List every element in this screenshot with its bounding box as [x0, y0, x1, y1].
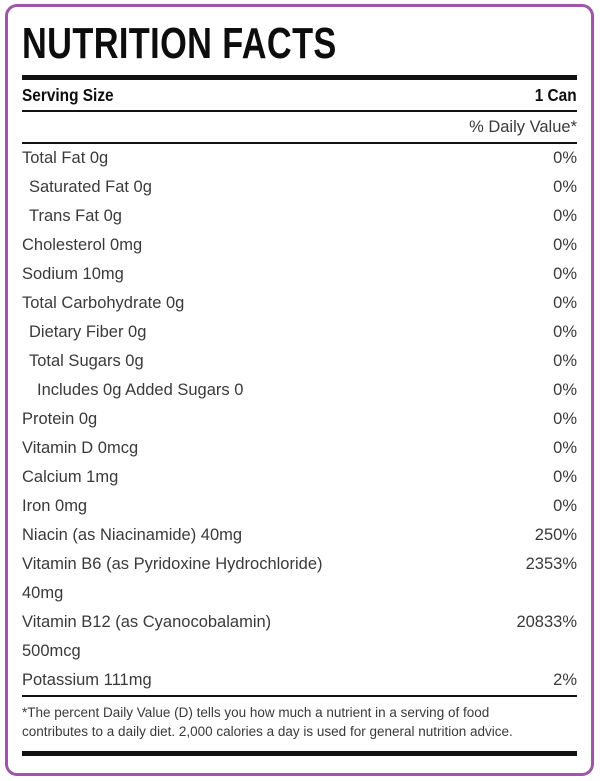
nutrient-label: Dietary Fiber 0g [29, 323, 147, 341]
nutrient-row: Vitamin B6 (as Pyridoxine Hydrochloride)… [22, 550, 577, 608]
nutrient-row: Cholesterol 0mg 0% [22, 231, 577, 260]
nutrient-value: 0% [553, 236, 577, 254]
nutrient-row: Total Carbohydrate 0g 0% [22, 289, 577, 318]
panel-title-text: NUTRITION FACTS [22, 19, 337, 68]
divider-thick-bottom [22, 751, 577, 756]
nutrient-label: Calcium 1mg [22, 468, 119, 486]
nutrient-row: Vitamin D 0mcg 0% [22, 434, 577, 463]
nutrient-label: Trans Fat 0g [29, 207, 122, 225]
nutrient-value: 2353% [525, 555, 577, 573]
nutrient-label: Vitamin D 0mcg [22, 439, 139, 457]
nutrient-label: Total Sugars 0g [29, 352, 144, 370]
divider-above-footnote [22, 695, 577, 697]
nutrient-label: Total Carbohydrate 0g [22, 294, 185, 312]
divider-under-serving [22, 110, 577, 112]
nutrient-value: 2% [553, 671, 577, 689]
nutrient-label: Sodium 10mg [22, 265, 124, 283]
nutrient-value: 0% [553, 439, 577, 457]
daily-value-header-row: % Daily Value* [22, 112, 577, 142]
nutrient-row: Potassium 111mg 2% [22, 666, 577, 695]
nutrient-value: 0% [553, 410, 577, 428]
panel-title: NUTRITION FACTS [22, 19, 577, 68]
nutrient-value: 0% [553, 323, 577, 341]
nutrient-row: Iron 0mg 0% [22, 492, 577, 521]
nutrient-label: Vitamin B6 (as Pyridoxine Hydrochloride)… [22, 555, 323, 602]
nutrient-value: 0% [553, 352, 577, 370]
nutrient-label: Includes 0g Added Sugars 0 [37, 381, 244, 399]
nutrient-value: 250% [534, 526, 577, 544]
nutrient-value: 0% [553, 149, 577, 167]
nutrient-label: Niacin (as Niacinamide) 40mg [22, 526, 243, 544]
nutrient-label: Potassium 111mg [22, 671, 152, 689]
nutrition-facts-panel: NUTRITION FACTS Serving Size 1 Can % Dai… [5, 4, 594, 776]
nutrient-rows: Total Fat 0g 0% Saturated Fat 0g 0% Tran… [22, 144, 577, 695]
nutrient-value: 0% [553, 468, 577, 486]
divider-thick-top [22, 75, 577, 80]
nutrient-label: Cholesterol 0mg [22, 236, 143, 254]
nutrient-row: Total Fat 0g 0% [22, 144, 577, 173]
nutrient-value: 20833% [516, 613, 577, 631]
nutrient-label: Iron 0mg [22, 497, 88, 515]
nutrient-value: 0% [553, 294, 577, 312]
nutrient-row: Vitamin B12 (as Cyanocobalamin) 500mcg 2… [22, 608, 577, 666]
nutrient-row: Calcium 1mg 0% [22, 463, 577, 492]
nutrient-label: Saturated Fat 0g [29, 178, 152, 196]
nutrient-value: 0% [553, 265, 577, 283]
divider-under-daily-value [22, 142, 577, 144]
nutrient-value: 0% [553, 178, 577, 196]
nutrient-label: Vitamin B12 (as Cyanocobalamin) 500mcg [22, 613, 272, 660]
nutrient-row: Protein 0g 0% [22, 405, 577, 434]
nutrient-row: Saturated Fat 0g 0% [22, 173, 577, 202]
nutrient-label: Protein 0g [22, 410, 98, 428]
nutrient-value: 0% [553, 497, 577, 515]
serving-size-value: 1 Can [535, 84, 577, 105]
nutrient-row: Sodium 10mg 0% [22, 260, 577, 289]
nutrient-label: Total Fat 0g [22, 149, 109, 167]
serving-size-label: Serving Size [22, 84, 114, 105]
nutrient-row: Dietary Fiber 0g 0% [22, 318, 577, 347]
nutrient-row: Niacin (as Niacinamide) 40mg 250% [22, 521, 577, 550]
nutrient-value: 0% [553, 381, 577, 399]
nutrient-row: Total Sugars 0g 0% [22, 347, 577, 376]
nutrient-value: 0% [553, 207, 577, 225]
nutrient-row: Includes 0g Added Sugars 0 0% [22, 376, 577, 405]
daily-value-header-label: % Daily Value* [469, 117, 577, 136]
footnote-text: *The percent Daily Value (D) tells you h… [22, 705, 513, 739]
serving-size-row: Serving Size 1 Can [22, 80, 577, 110]
nutrient-row: Trans Fat 0g 0% [22, 202, 577, 231]
